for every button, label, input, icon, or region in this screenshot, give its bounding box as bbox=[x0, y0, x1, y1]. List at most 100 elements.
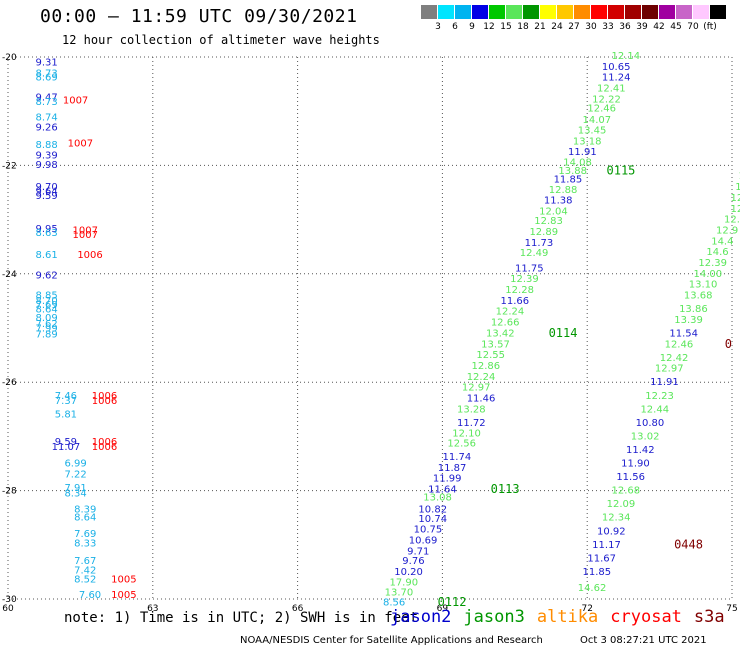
y-tick-label: -20 bbox=[2, 53, 17, 63]
swh-value-label: 11.54 bbox=[669, 328, 698, 339]
swh-value-label: 1007 bbox=[73, 230, 98, 241]
satellite-legend: jason2 jason3 altika cryosat s3a bbox=[390, 607, 737, 627]
swh-value-label: 9.31 bbox=[35, 57, 57, 68]
swh-value-label: 11.91 bbox=[568, 147, 597, 158]
swh-value-label: 14.6 bbox=[706, 247, 728, 258]
swh-value-label: 11.74 bbox=[443, 452, 472, 463]
color-scale-tick: 36 bbox=[619, 22, 631, 32]
swh-value-label: 1006 bbox=[92, 396, 117, 407]
swh-value-label: 8.34 bbox=[64, 488, 86, 499]
pass-time-label: 0115 bbox=[607, 163, 636, 177]
swh-value-label: 8.88 bbox=[35, 140, 57, 151]
color-swatch bbox=[421, 5, 438, 19]
color-swatch bbox=[591, 5, 608, 19]
swh-value-label: 8.09 bbox=[35, 313, 57, 324]
color-scale-tick: 24 bbox=[551, 22, 563, 32]
swh-value-label: 12.56 bbox=[447, 438, 476, 449]
y-tick-label: -28 bbox=[2, 487, 17, 497]
swh-value-label: 8.39 bbox=[74, 505, 96, 516]
swh-value-label: 13.10 bbox=[689, 280, 718, 291]
y-tick-label: -24 bbox=[2, 270, 17, 280]
legend-entry-jason3: jason3 bbox=[463, 607, 525, 627]
color-scale-tick: 45 bbox=[670, 22, 682, 32]
swh-value-label: 12.97 bbox=[462, 383, 491, 394]
swh-value-label: 13.39 bbox=[674, 315, 703, 326]
swh-value-label: 13.28 bbox=[457, 404, 486, 415]
color-swatch bbox=[557, 5, 574, 19]
swh-value-label: 9.98 bbox=[35, 160, 57, 171]
color-swatch bbox=[642, 5, 659, 19]
y-tick-label: -30 bbox=[2, 595, 17, 605]
x-tick-label: 75 bbox=[726, 604, 737, 614]
swh-value-label: 8.64 bbox=[35, 305, 57, 316]
swh-value-label: 11.67 bbox=[587, 553, 616, 564]
y-tick-label: -26 bbox=[2, 378, 17, 388]
pass-time-label: 0114 bbox=[549, 326, 578, 340]
swh-value-label: 10.92 bbox=[597, 526, 626, 537]
swh-value-label: 11.99 bbox=[433, 474, 462, 485]
color-swatch bbox=[676, 5, 693, 19]
swh-value-label: 1007 bbox=[63, 95, 88, 106]
swh-value-label: 7.62 bbox=[35, 319, 57, 330]
swh-value-label: 1007 bbox=[68, 139, 93, 150]
swh-value-label: 8.73 bbox=[35, 97, 57, 108]
swh-value-label: 1006 bbox=[92, 391, 117, 402]
pass-time-label: 0113 bbox=[491, 482, 520, 496]
color-swatch bbox=[455, 5, 472, 19]
swh-value-label: 8.64 bbox=[74, 513, 96, 524]
swh-value-label: 12.49 bbox=[520, 248, 549, 259]
swh-value-label: 13.02 bbox=[631, 431, 660, 442]
axis-ticks: 60 63 66 69 72 75 -20 -22 -24 -26 -28 -30 bbox=[2, 53, 738, 614]
swh-value-label: 12.44 bbox=[640, 404, 669, 415]
swh-value-label: 12.42 bbox=[660, 353, 689, 364]
swh-value-label: 11.42 bbox=[626, 445, 655, 456]
swh-value-label: 10.80 bbox=[636, 418, 665, 429]
grid-lines bbox=[8, 57, 732, 599]
swh-value-label: 11.66 bbox=[500, 296, 529, 307]
color-swatch bbox=[540, 5, 557, 19]
color-swatch bbox=[506, 5, 523, 19]
color-scale-tick: 30 bbox=[585, 22, 597, 32]
swh-value-label: 11.38 bbox=[544, 196, 573, 207]
swh-value-label: 13.42 bbox=[486, 328, 515, 339]
swh-value-label: 12.22 bbox=[592, 94, 621, 105]
color-scale-tick: (ft) bbox=[703, 22, 717, 32]
swh-value-label: 14.00 bbox=[694, 269, 723, 280]
pass-time-label: 0112 bbox=[438, 595, 467, 609]
swh-value-label: 10.74 bbox=[418, 514, 447, 525]
swh-value-label: 9.76 bbox=[402, 556, 424, 567]
swh-value-label: 11.24 bbox=[602, 73, 631, 84]
x-tick-label: 66 bbox=[292, 604, 304, 614]
legend-entry-cryosat: cryosat bbox=[610, 607, 682, 627]
swh-value-label: 12.41 bbox=[597, 83, 626, 94]
color-scale-tick: 42 bbox=[653, 22, 665, 32]
swh-value-label: 12.34 bbox=[602, 513, 631, 524]
swh-value-label: 8.85 bbox=[35, 290, 57, 301]
swh-value-label: 11.56 bbox=[616, 472, 645, 483]
pass-time-label: 0448 bbox=[674, 537, 703, 551]
swh-value-label: 10.82 bbox=[418, 505, 447, 516]
swh-value-label: 8.73 bbox=[35, 68, 57, 79]
swh-value-label: 13.70 bbox=[385, 587, 414, 598]
color-swatch bbox=[693, 5, 710, 19]
swh-value-label: 14.08 bbox=[563, 158, 592, 169]
swh-value-label: 12.28 bbox=[505, 285, 534, 296]
credit-line: NOAA/NESDIS Center for Satellite Applica… bbox=[240, 635, 543, 646]
swh-value-label: 1007 bbox=[73, 225, 98, 236]
swh-value-label: 7.89 bbox=[35, 330, 57, 341]
pass-time-labels: 0115 0114 0113 0112 0 0448 bbox=[438, 163, 732, 608]
swh-value-label: 12.04 bbox=[539, 206, 568, 217]
swh-value-label: 9.70 bbox=[35, 182, 57, 193]
swh-value-label: 1 bbox=[738, 171, 740, 182]
swh-value-label: 7.60 bbox=[79, 590, 101, 601]
swh-value-label: 8.74 bbox=[35, 113, 57, 124]
swh-value-label: 12.46 bbox=[665, 339, 694, 350]
color-swatch bbox=[710, 5, 727, 19]
swh-value-label: 12.66 bbox=[491, 318, 520, 329]
swh-value-label: 7.91 bbox=[64, 483, 86, 494]
color-scale-tick: 33 bbox=[602, 22, 614, 32]
swh-value-label: 12.10 bbox=[452, 429, 481, 440]
swh-value-label: 9.26 bbox=[35, 122, 57, 133]
swh-value-label: 12.39 bbox=[510, 274, 539, 285]
